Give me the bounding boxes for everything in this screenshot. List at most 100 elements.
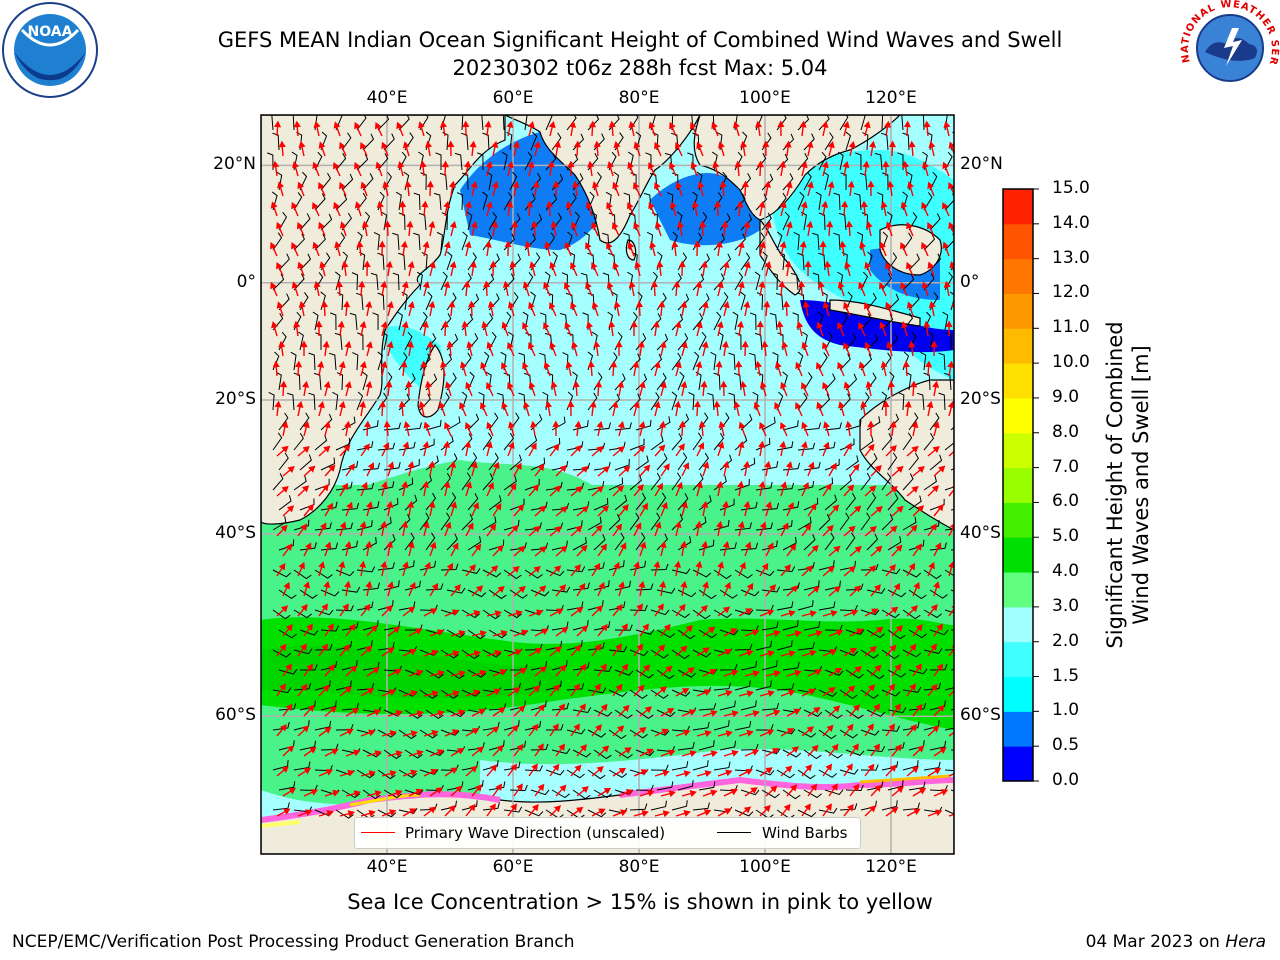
wave-arrow xyxy=(864,684,875,697)
wave-arrow xyxy=(737,480,745,497)
wind-barb xyxy=(698,702,717,711)
wave-arrow xyxy=(311,201,320,217)
wave-arrow xyxy=(617,421,625,437)
wind-barb xyxy=(761,789,780,799)
wave-arrow xyxy=(691,200,699,217)
wind-barb xyxy=(761,702,780,711)
wind-barb xyxy=(413,232,421,251)
wave-arrow xyxy=(611,400,619,417)
wave-arrow xyxy=(765,584,776,597)
wave-arrow xyxy=(765,785,778,797)
wave-arrow xyxy=(801,341,809,357)
wave-arrow xyxy=(444,804,456,817)
wind-barb xyxy=(293,432,304,451)
wave-arrow xyxy=(522,321,530,337)
wind-barb xyxy=(314,522,332,531)
wave-arrow xyxy=(784,260,792,277)
wave-arrow xyxy=(444,767,458,777)
wave-arrow xyxy=(849,783,860,797)
wave-arrow xyxy=(345,790,361,798)
wave-arrow xyxy=(513,629,529,637)
wind-barb xyxy=(698,452,709,471)
wave-arrow xyxy=(365,341,373,357)
wave-arrow xyxy=(702,668,717,677)
wave-arrow xyxy=(511,220,519,237)
wave-arrow xyxy=(720,380,728,397)
chart-title: GEFS MEAN Indian Ocean Significant Heigh… xyxy=(217,28,1063,52)
wind-barb xyxy=(593,789,612,799)
wave-arrow xyxy=(444,609,460,617)
wave-arrow xyxy=(912,466,925,477)
wind-barb xyxy=(566,482,585,491)
footer-date: 04 Mar 2023 on Hera xyxy=(1086,932,1266,952)
wave-arrow xyxy=(653,361,661,377)
wind-barb xyxy=(272,649,292,658)
wave-arrow xyxy=(858,281,866,297)
wind-barb xyxy=(308,352,316,371)
wave-arrow xyxy=(312,241,320,257)
wave-arrow xyxy=(400,360,408,377)
wave-arrow xyxy=(570,644,582,657)
wave-arrow xyxy=(471,543,482,557)
wind-barb xyxy=(290,351,297,371)
wind-barb xyxy=(503,192,513,211)
legend-wind-swatch xyxy=(717,832,751,833)
wave-arrow xyxy=(632,360,640,377)
wave-arrow xyxy=(849,546,862,557)
wind-barb xyxy=(692,432,703,451)
wave-arrow xyxy=(380,280,388,297)
wave-arrow xyxy=(675,141,683,157)
wind-barb xyxy=(545,769,565,776)
wave-arrow xyxy=(565,200,573,217)
wind-barb xyxy=(782,749,802,758)
wind-barb xyxy=(845,629,865,635)
wind-barb xyxy=(803,533,816,551)
wave-arrow xyxy=(588,120,597,137)
wave-arrow xyxy=(492,707,506,717)
wind-barb xyxy=(608,689,628,697)
wind-barb xyxy=(782,211,790,231)
wave-arrow xyxy=(570,444,582,457)
wave-arrow xyxy=(366,667,380,677)
wind-barb xyxy=(881,761,899,771)
wind-barb xyxy=(629,803,648,811)
wave-arrow xyxy=(492,461,500,477)
wind-barb xyxy=(713,569,732,580)
wave-arrow xyxy=(864,341,872,357)
wave-arrow xyxy=(822,803,833,817)
legend-wind-label: Wind Barbs xyxy=(762,824,848,842)
wave-arrow xyxy=(900,241,908,257)
wind-barb xyxy=(482,609,501,620)
wave-arrow xyxy=(381,647,395,657)
wind-barb xyxy=(887,536,902,551)
wind-barb xyxy=(460,132,469,151)
wave-arrow xyxy=(612,261,620,277)
wave-arrow xyxy=(597,543,608,557)
wave-arrow xyxy=(465,609,481,617)
wave-arrow xyxy=(903,120,912,137)
wave-arrow xyxy=(381,442,390,457)
wave-arrow xyxy=(528,647,543,657)
wave-arrow xyxy=(591,301,599,317)
wave-arrow xyxy=(864,723,874,737)
wave-arrow xyxy=(466,341,474,357)
wave-arrow xyxy=(297,561,305,577)
wave-arrow xyxy=(653,400,661,417)
wind-barb xyxy=(524,522,542,531)
wave-arrow xyxy=(927,261,935,277)
wave-arrow xyxy=(943,280,951,297)
wind-barb xyxy=(425,749,445,757)
wave-arrow xyxy=(339,221,347,237)
wave-arrow xyxy=(429,541,437,557)
wind-barb xyxy=(320,625,339,632)
wave-arrow xyxy=(908,140,916,157)
wind-barb xyxy=(818,151,827,171)
wave-arrow xyxy=(324,541,332,557)
colorbar-segment xyxy=(1003,676,1033,712)
wave-arrow xyxy=(716,480,724,497)
wind-barb xyxy=(902,649,922,658)
wind-barb xyxy=(916,392,925,411)
wave-arrow xyxy=(365,580,373,597)
wave-arrow xyxy=(870,784,882,797)
wind-barb xyxy=(593,580,610,591)
